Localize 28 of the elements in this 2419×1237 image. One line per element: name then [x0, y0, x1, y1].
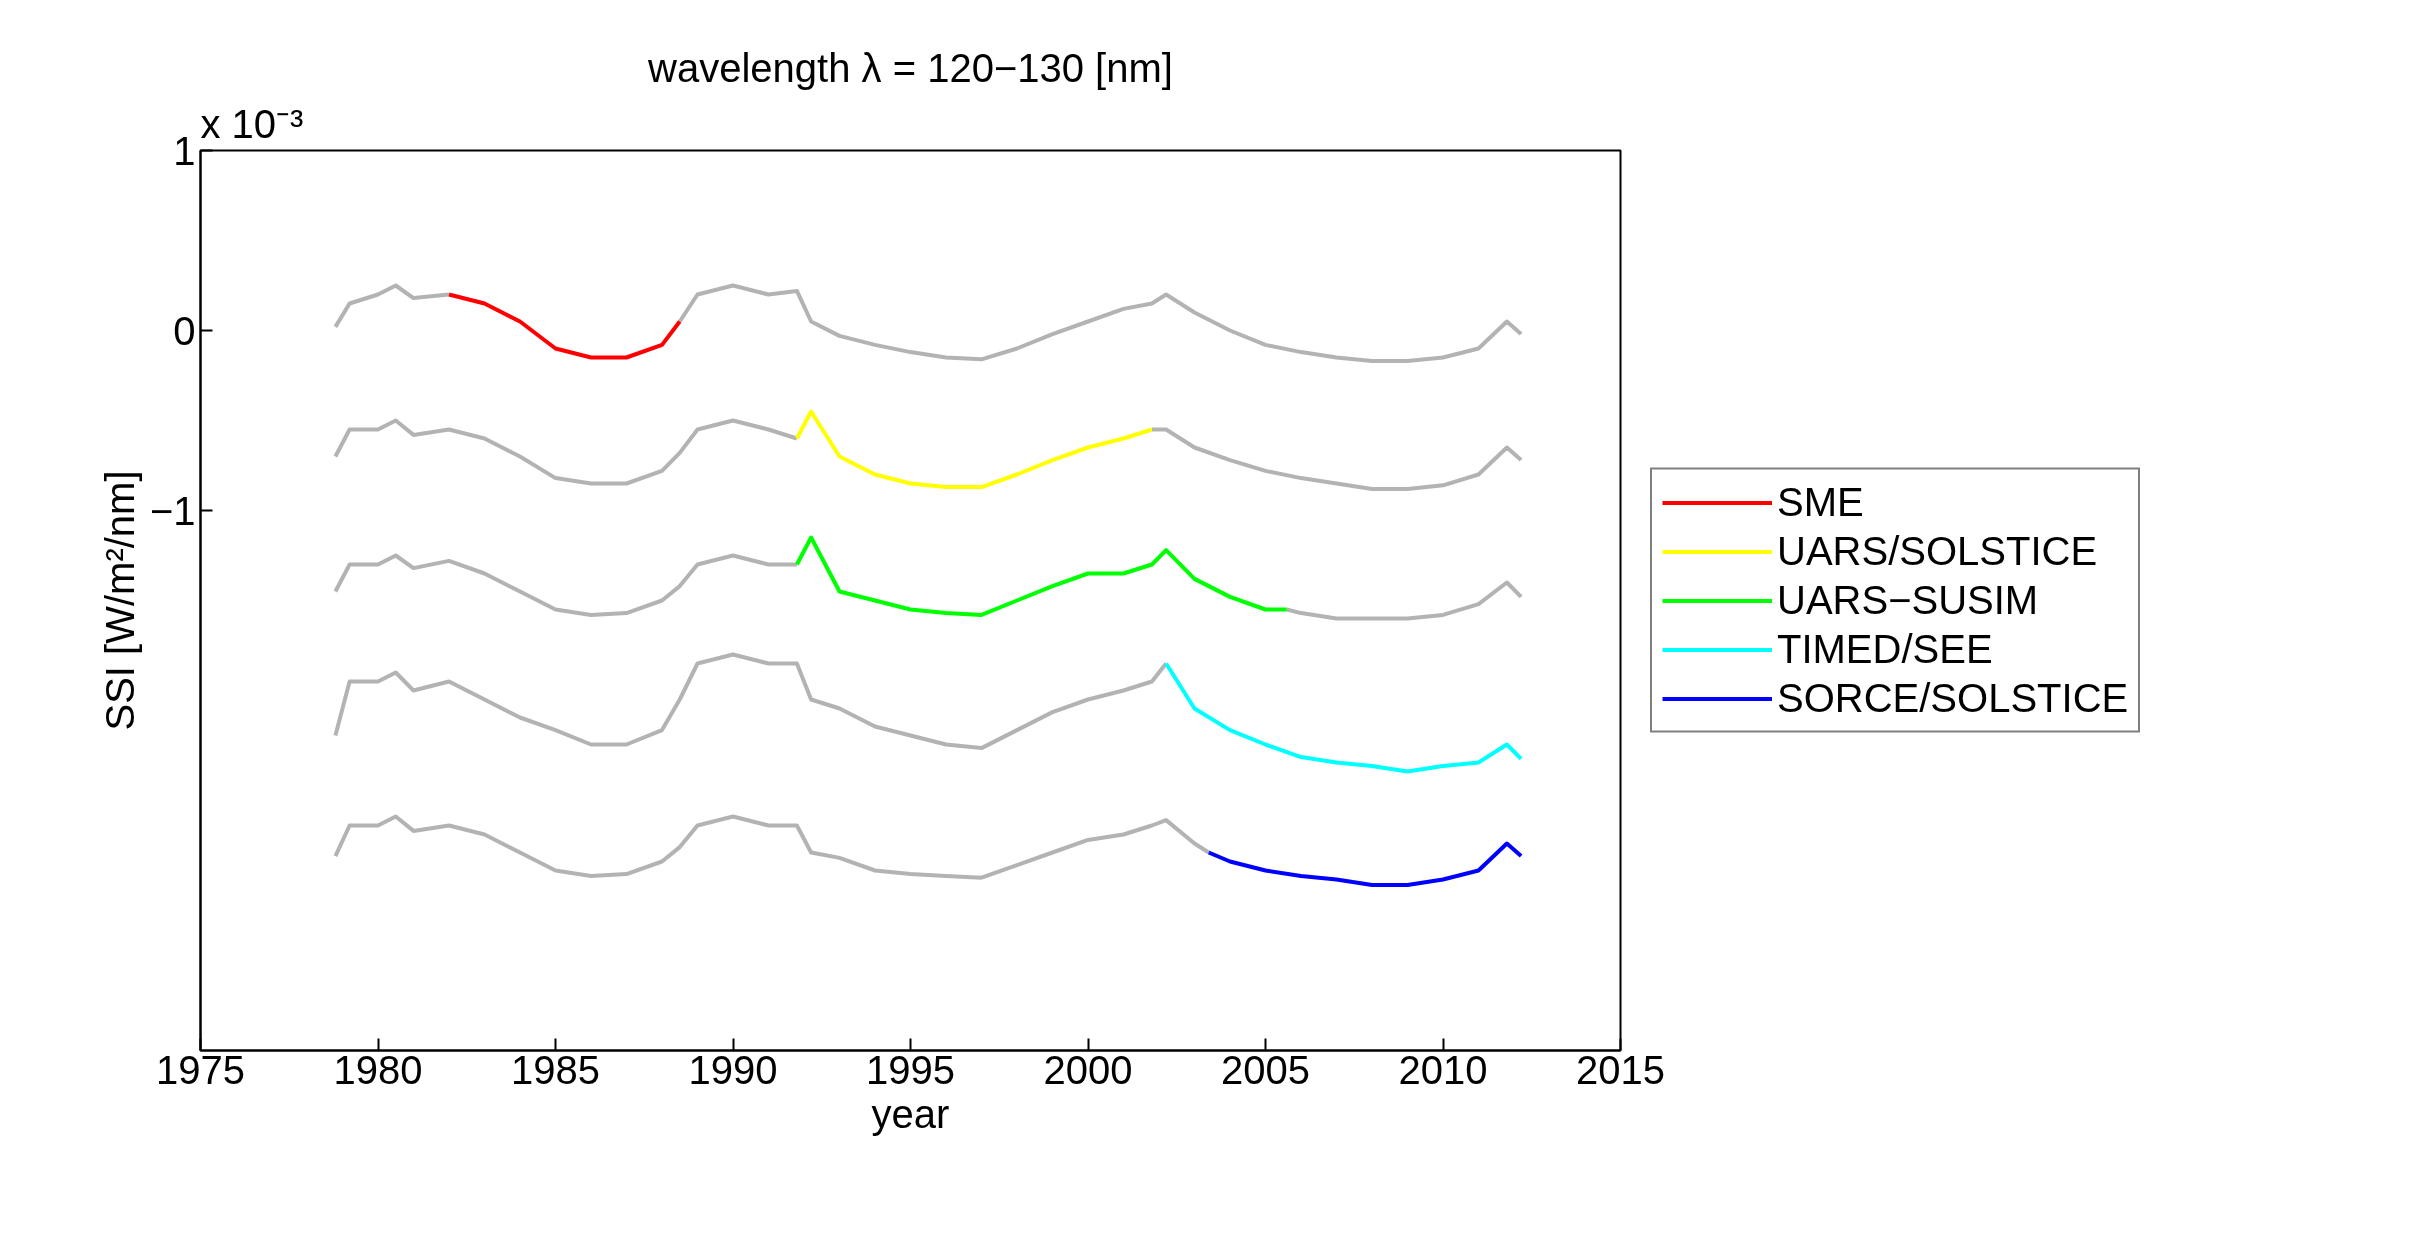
- y-tick-label: −1: [149, 488, 196, 533]
- line-series: [333, 652, 1169, 751]
- legend-label: UARS/SOLSTICE: [1777, 528, 2098, 574]
- x-tick-label: 1995: [866, 1047, 955, 1092]
- x-tick-label: 2015: [1576, 1047, 1665, 1092]
- line-series: [447, 292, 682, 360]
- legend-label: SORCE/SOLSTICE: [1777, 675, 2129, 721]
- x-tick-label: 1990: [688, 1047, 778, 1092]
- x-axis-title: year: [871, 1091, 950, 1136]
- text: x 10⁻³: [200, 101, 304, 146]
- y-tick-label: 0: [173, 308, 196, 353]
- y-axis-title: SSI [W/m²/nm]: [97, 470, 142, 731]
- x-tick-label: 1975: [156, 1047, 245, 1092]
- x-tick-label: 1985: [511, 1047, 600, 1092]
- line-series: [333, 814, 1211, 880]
- line-series: [1164, 661, 1524, 774]
- x-tick-label: 2010: [1398, 1047, 1488, 1092]
- chart-title: wavelength λ = 120−130 [nm]: [647, 45, 1173, 90]
- line-series: [794, 409, 1154, 490]
- y-tick-label: 1: [173, 128, 196, 173]
- line-series: [794, 535, 1289, 617]
- legend-label: UARS−SUSIM: [1777, 577, 2039, 623]
- legend-label: TIMED/SEE: [1777, 626, 1993, 672]
- x-tick-label: 2005: [1221, 1047, 1310, 1092]
- line-series: [1206, 841, 1524, 887]
- legend-label: SME: [1777, 479, 1864, 525]
- x-tick-label: 1980: [333, 1047, 423, 1092]
- x-tick-label: 2000: [1043, 1047, 1133, 1092]
